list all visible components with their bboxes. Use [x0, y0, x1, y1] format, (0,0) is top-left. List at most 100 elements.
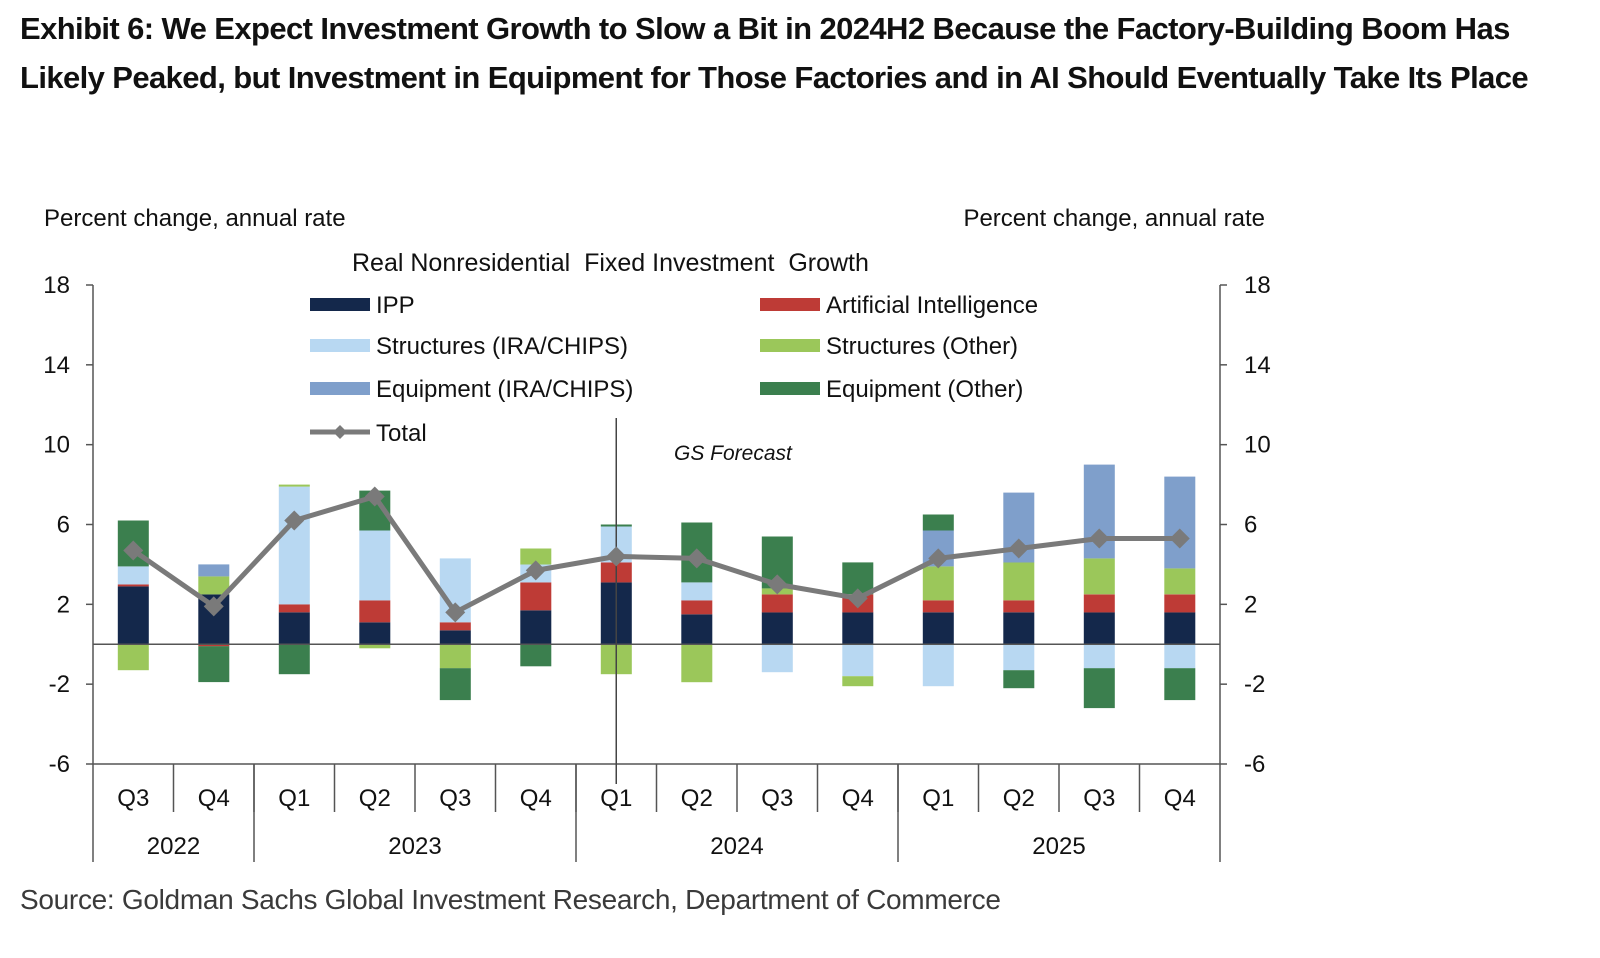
legend-swatch-structures-ira-chips — [310, 339, 370, 352]
bar-structures-other-11 — [1003, 562, 1035, 601]
bar-equipment-other-13 — [1164, 668, 1196, 701]
right-tick-label: -2 — [1244, 671, 1265, 698]
category-label: Q2 — [681, 785, 713, 812]
forecast-annotation: GS Forecast — [674, 442, 793, 465]
total-line — [131, 494, 1180, 615]
bar-artificial-intelligence-0 — [117, 584, 149, 587]
total-point-11 — [1008, 538, 1029, 559]
legend-label-structures-ira-chips: Structures (IRA/CHIPS) — [376, 333, 628, 360]
year-label-2023: 2023 — [388, 833, 441, 860]
legend-label-ipp: IPP — [376, 292, 415, 319]
total-point-6 — [606, 546, 627, 567]
bar-structures-other-13 — [1164, 568, 1196, 595]
category-label: Q4 — [198, 785, 230, 812]
category-label: Q2 — [1003, 785, 1035, 812]
bar-artificial-intelligence-10 — [922, 600, 954, 613]
category-label: Q4 — [842, 785, 874, 812]
bar-ipp-11 — [1003, 612, 1035, 645]
category-label: Q1 — [922, 785, 954, 812]
bar-ipp-4 — [439, 630, 471, 645]
bar-ipp-9 — [842, 612, 874, 645]
category-label: Q1 — [278, 785, 310, 812]
bar-structures-ira-chips-2 — [278, 486, 310, 605]
bar-equipment-other-12 — [1083, 668, 1115, 709]
bar-ipp-2 — [278, 612, 310, 645]
left-tick-label: 18 — [43, 272, 70, 299]
left-axis-unit-label: Percent change, annual rate — [44, 205, 346, 232]
bar-structures-ira-chips-7 — [681, 582, 713, 601]
bar-structures-ira-chips-13 — [1164, 644, 1196, 669]
legend-label-equipment-ira-chips: Equipment (IRA/CHIPS) — [376, 376, 633, 403]
category-label: Q3 — [1083, 785, 1115, 812]
bar-structures-ira-chips-12 — [1083, 644, 1115, 669]
left-tick-label: 2 — [57, 591, 70, 618]
category-label: Q3 — [439, 785, 471, 812]
legend-swatch-structures-other — [760, 339, 820, 352]
left-tick-label: 6 — [57, 512, 70, 539]
total-point-2 — [284, 510, 305, 531]
bar-structures-other-12 — [1083, 558, 1115, 595]
bar-equipment-other-11 — [1003, 670, 1035, 689]
source-note: Source: Goldman Sachs Global Investment … — [20, 884, 1001, 915]
bar-artificial-intelligence-8 — [761, 594, 793, 613]
left-tick-label: -2 — [49, 671, 70, 698]
left-tick-label: 14 — [43, 352, 70, 379]
bar-equipment-other-1 — [198, 646, 230, 683]
category-label: Q1 — [600, 785, 632, 812]
bar-structures-other-4 — [439, 644, 471, 669]
total-point-4 — [445, 602, 466, 623]
total-point-3 — [364, 486, 385, 507]
bar-structures-ira-chips-3 — [359, 530, 391, 601]
bar-structures-other-3 — [359, 644, 391, 649]
bar-structures-other-9 — [842, 676, 874, 687]
category-label: Q4 — [1164, 785, 1196, 812]
bar-artificial-intelligence-4 — [439, 622, 471, 631]
bar-structures-other-0 — [117, 644, 149, 671]
legend-swatch-ipp — [310, 298, 370, 311]
bar-ipp-12 — [1083, 612, 1115, 645]
total-point-0 — [123, 540, 144, 561]
bar-artificial-intelligence-12 — [1083, 594, 1115, 613]
right-tick-label: 10 — [1244, 432, 1271, 459]
right-axis-unit-label: Percent change, annual rate — [963, 205, 1265, 232]
legend-swatch-equipment-other — [760, 382, 820, 395]
bar-artificial-intelligence-1 — [198, 644, 230, 647]
right-tick-label: 18 — [1244, 272, 1271, 299]
bar-artificial-intelligence-13 — [1164, 594, 1196, 613]
legend-label-structures-other: Structures (Other) — [826, 333, 1018, 360]
bar-structures-other-1 — [198, 576, 230, 595]
bar-artificial-intelligence-7 — [681, 600, 713, 615]
right-tick-label: 2 — [1244, 591, 1257, 618]
total-point-5 — [525, 560, 546, 581]
bar-artificial-intelligence-11 — [1003, 600, 1035, 613]
total-point-13 — [1169, 528, 1190, 549]
bar-structures-ira-chips-8 — [761, 644, 793, 673]
bar-artificial-intelligence-5 — [520, 582, 552, 611]
legend-swatch-total-marker — [333, 425, 347, 439]
bar-equipment-ira-chips-1 — [198, 564, 230, 577]
category-label: Q3 — [117, 785, 149, 812]
total-point-12 — [1089, 528, 1110, 549]
exhibit-title: Exhibit 6: We Expect Investment Growth t… — [20, 11, 1529, 95]
chart-title: Real Nonresidential Fixed Investment Gro… — [352, 249, 869, 277]
bar-structures-other-7 — [681, 644, 713, 683]
bar-ipp-13 — [1164, 612, 1196, 645]
bar-structures-other-10 — [922, 566, 954, 601]
bar-equipment-ira-chips-13 — [1164, 476, 1196, 569]
bar-ipp-3 — [359, 622, 391, 645]
bar-structures-ira-chips-9 — [842, 644, 874, 677]
bar-structures-other-2 — [278, 484, 310, 487]
right-tick-label: 6 — [1244, 512, 1257, 539]
right-tick-label: 14 — [1244, 352, 1271, 379]
bar-artificial-intelligence-3 — [359, 600, 391, 623]
total-point-10 — [928, 548, 949, 569]
bar-artificial-intelligence-2 — [278, 604, 310, 613]
bar-structures-ira-chips-11 — [1003, 644, 1035, 671]
year-label-2022: 2022 — [147, 833, 200, 860]
bar-ipp-7 — [681, 614, 713, 645]
bar-ipp-8 — [761, 612, 793, 645]
left-tick-label: -6 — [49, 751, 70, 778]
year-label-2024: 2024 — [710, 833, 763, 860]
total-point-1 — [203, 596, 224, 617]
